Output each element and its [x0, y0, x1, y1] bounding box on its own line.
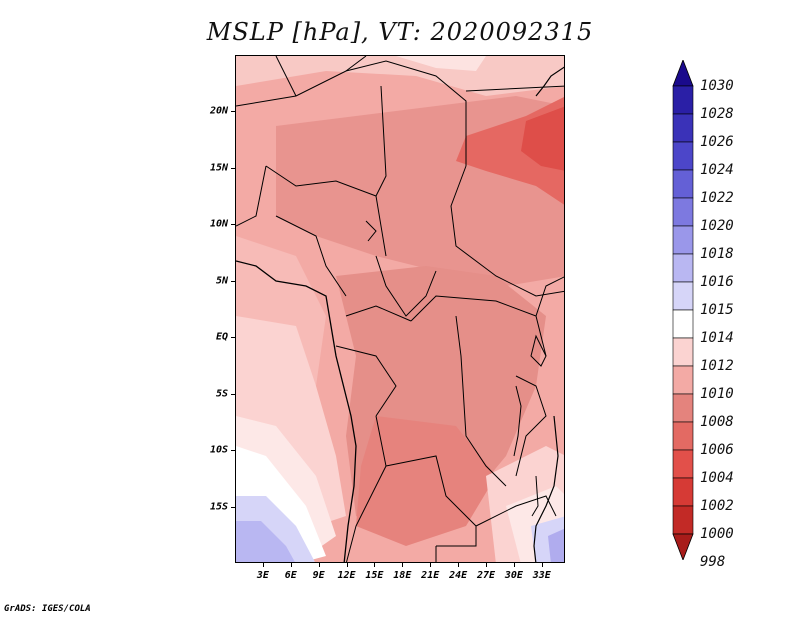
colorbar-label: 1028	[700, 106, 734, 122]
colorbar-label: 1020	[700, 218, 734, 234]
colorbar-segment	[672, 169, 694, 199]
colorbar-segment	[672, 449, 694, 479]
colorbar-segment	[672, 197, 694, 227]
lon-tick-label: 6E	[284, 570, 297, 581]
colorbar-bottom-arrow	[672, 533, 694, 560]
colorbar-label: 1014	[700, 330, 734, 346]
lon-tick-label: 15E	[365, 570, 384, 581]
colorbar-segment	[672, 505, 694, 535]
colorbar-label: 1016	[700, 274, 734, 290]
lon-tick	[458, 563, 460, 567]
colorbar-segment	[672, 477, 694, 507]
lat-tick	[231, 167, 235, 169]
lon-tick-label: 24E	[449, 570, 468, 581]
colorbar-segment	[672, 393, 694, 423]
lon-tick	[346, 563, 348, 567]
colorbar-segment	[672, 113, 694, 143]
colorbar-label: 1008	[700, 414, 734, 430]
lon-tick	[513, 563, 515, 567]
lat-tick	[231, 450, 235, 452]
colorbar-label: 1004	[700, 470, 734, 486]
chart-title: MSLP [hPa], VT: 2020092315	[206, 18, 594, 46]
lon-tick	[262, 563, 264, 567]
colorbar-segment	[672, 365, 694, 395]
lat-tick-label: 5N	[215, 275, 228, 287]
lat-tick	[231, 393, 235, 395]
colorbar-segment	[672, 281, 694, 311]
lat-tick	[231, 506, 235, 508]
colorbar-segment	[672, 141, 694, 171]
colorbar-segment	[672, 225, 694, 255]
lakes	[365, 220, 547, 517]
country-borders	[236, 56, 564, 562]
mslp-map	[236, 56, 564, 562]
map-panel	[235, 55, 565, 563]
colorbar	[672, 60, 694, 560]
colorbar-label: 1002	[700, 498, 734, 514]
coastline	[236, 260, 357, 562]
map-region	[396, 56, 486, 71]
lon-tick	[485, 563, 487, 567]
lat-tick-label: 10N	[209, 218, 228, 230]
colorbar-segment	[672, 337, 694, 367]
lat-tick	[231, 111, 235, 113]
lon-tick	[402, 563, 404, 567]
colorbar-label: 1010	[700, 386, 734, 402]
lon-tick-label: 3E	[256, 570, 269, 581]
colorbar-label: 1026	[700, 134, 734, 150]
lon-tick-label: 12E	[337, 570, 356, 581]
lat-tick-label: 5S	[215, 388, 228, 400]
colorbar-label: 1015	[700, 302, 734, 318]
coastline	[533, 66, 564, 562]
lat-tick-label: 10S	[209, 444, 228, 456]
lon-tick	[541, 563, 543, 567]
lon-tick-label: 33E	[532, 570, 551, 581]
lon-tick-label: 9E	[312, 570, 325, 581]
lon-tick	[430, 563, 432, 567]
colorbar-label: 1000	[700, 526, 734, 542]
lat-tick-label: 15N	[209, 162, 228, 174]
lon-tick-label: 27E	[476, 570, 496, 581]
lat-tick-label: 15S	[209, 501, 228, 513]
lon-tick	[290, 563, 292, 567]
colorbar-label: 1006	[700, 442, 734, 458]
lon-tick-label: 21E	[421, 570, 440, 581]
colorbar-label: 1024	[700, 162, 734, 178]
colorbar-label: 1018	[700, 246, 734, 262]
map-region	[236, 521, 295, 562]
colorbar-label: 1012	[700, 358, 734, 374]
lat-tick-label: EQ	[215, 331, 228, 343]
map-region	[236, 56, 564, 96]
lat-tick-label: 20N	[209, 105, 228, 117]
colorbar-top-arrow	[672, 60, 694, 87]
map-region	[521, 106, 564, 171]
grads-credit: GrADS: IGES/COLA	[4, 604, 91, 614]
lon-tick-label: 18E	[393, 570, 412, 581]
map-region	[548, 528, 564, 562]
colorbar-label: 998	[700, 554, 726, 570]
colorbar-label: 1030	[700, 78, 734, 94]
lat-tick	[231, 224, 235, 226]
colorbar-segment	[672, 309, 694, 339]
colorbar-segment	[672, 421, 694, 451]
colorbar-segment	[672, 85, 694, 115]
lon-tick	[318, 563, 320, 567]
colorbar-segment	[672, 253, 694, 283]
lon-tick-label: 30E	[504, 570, 523, 581]
lat-tick	[231, 280, 235, 282]
map-region	[356, 416, 496, 546]
colorbar-label: 1022	[700, 190, 734, 206]
lon-tick	[374, 563, 376, 567]
lat-tick	[231, 337, 235, 339]
